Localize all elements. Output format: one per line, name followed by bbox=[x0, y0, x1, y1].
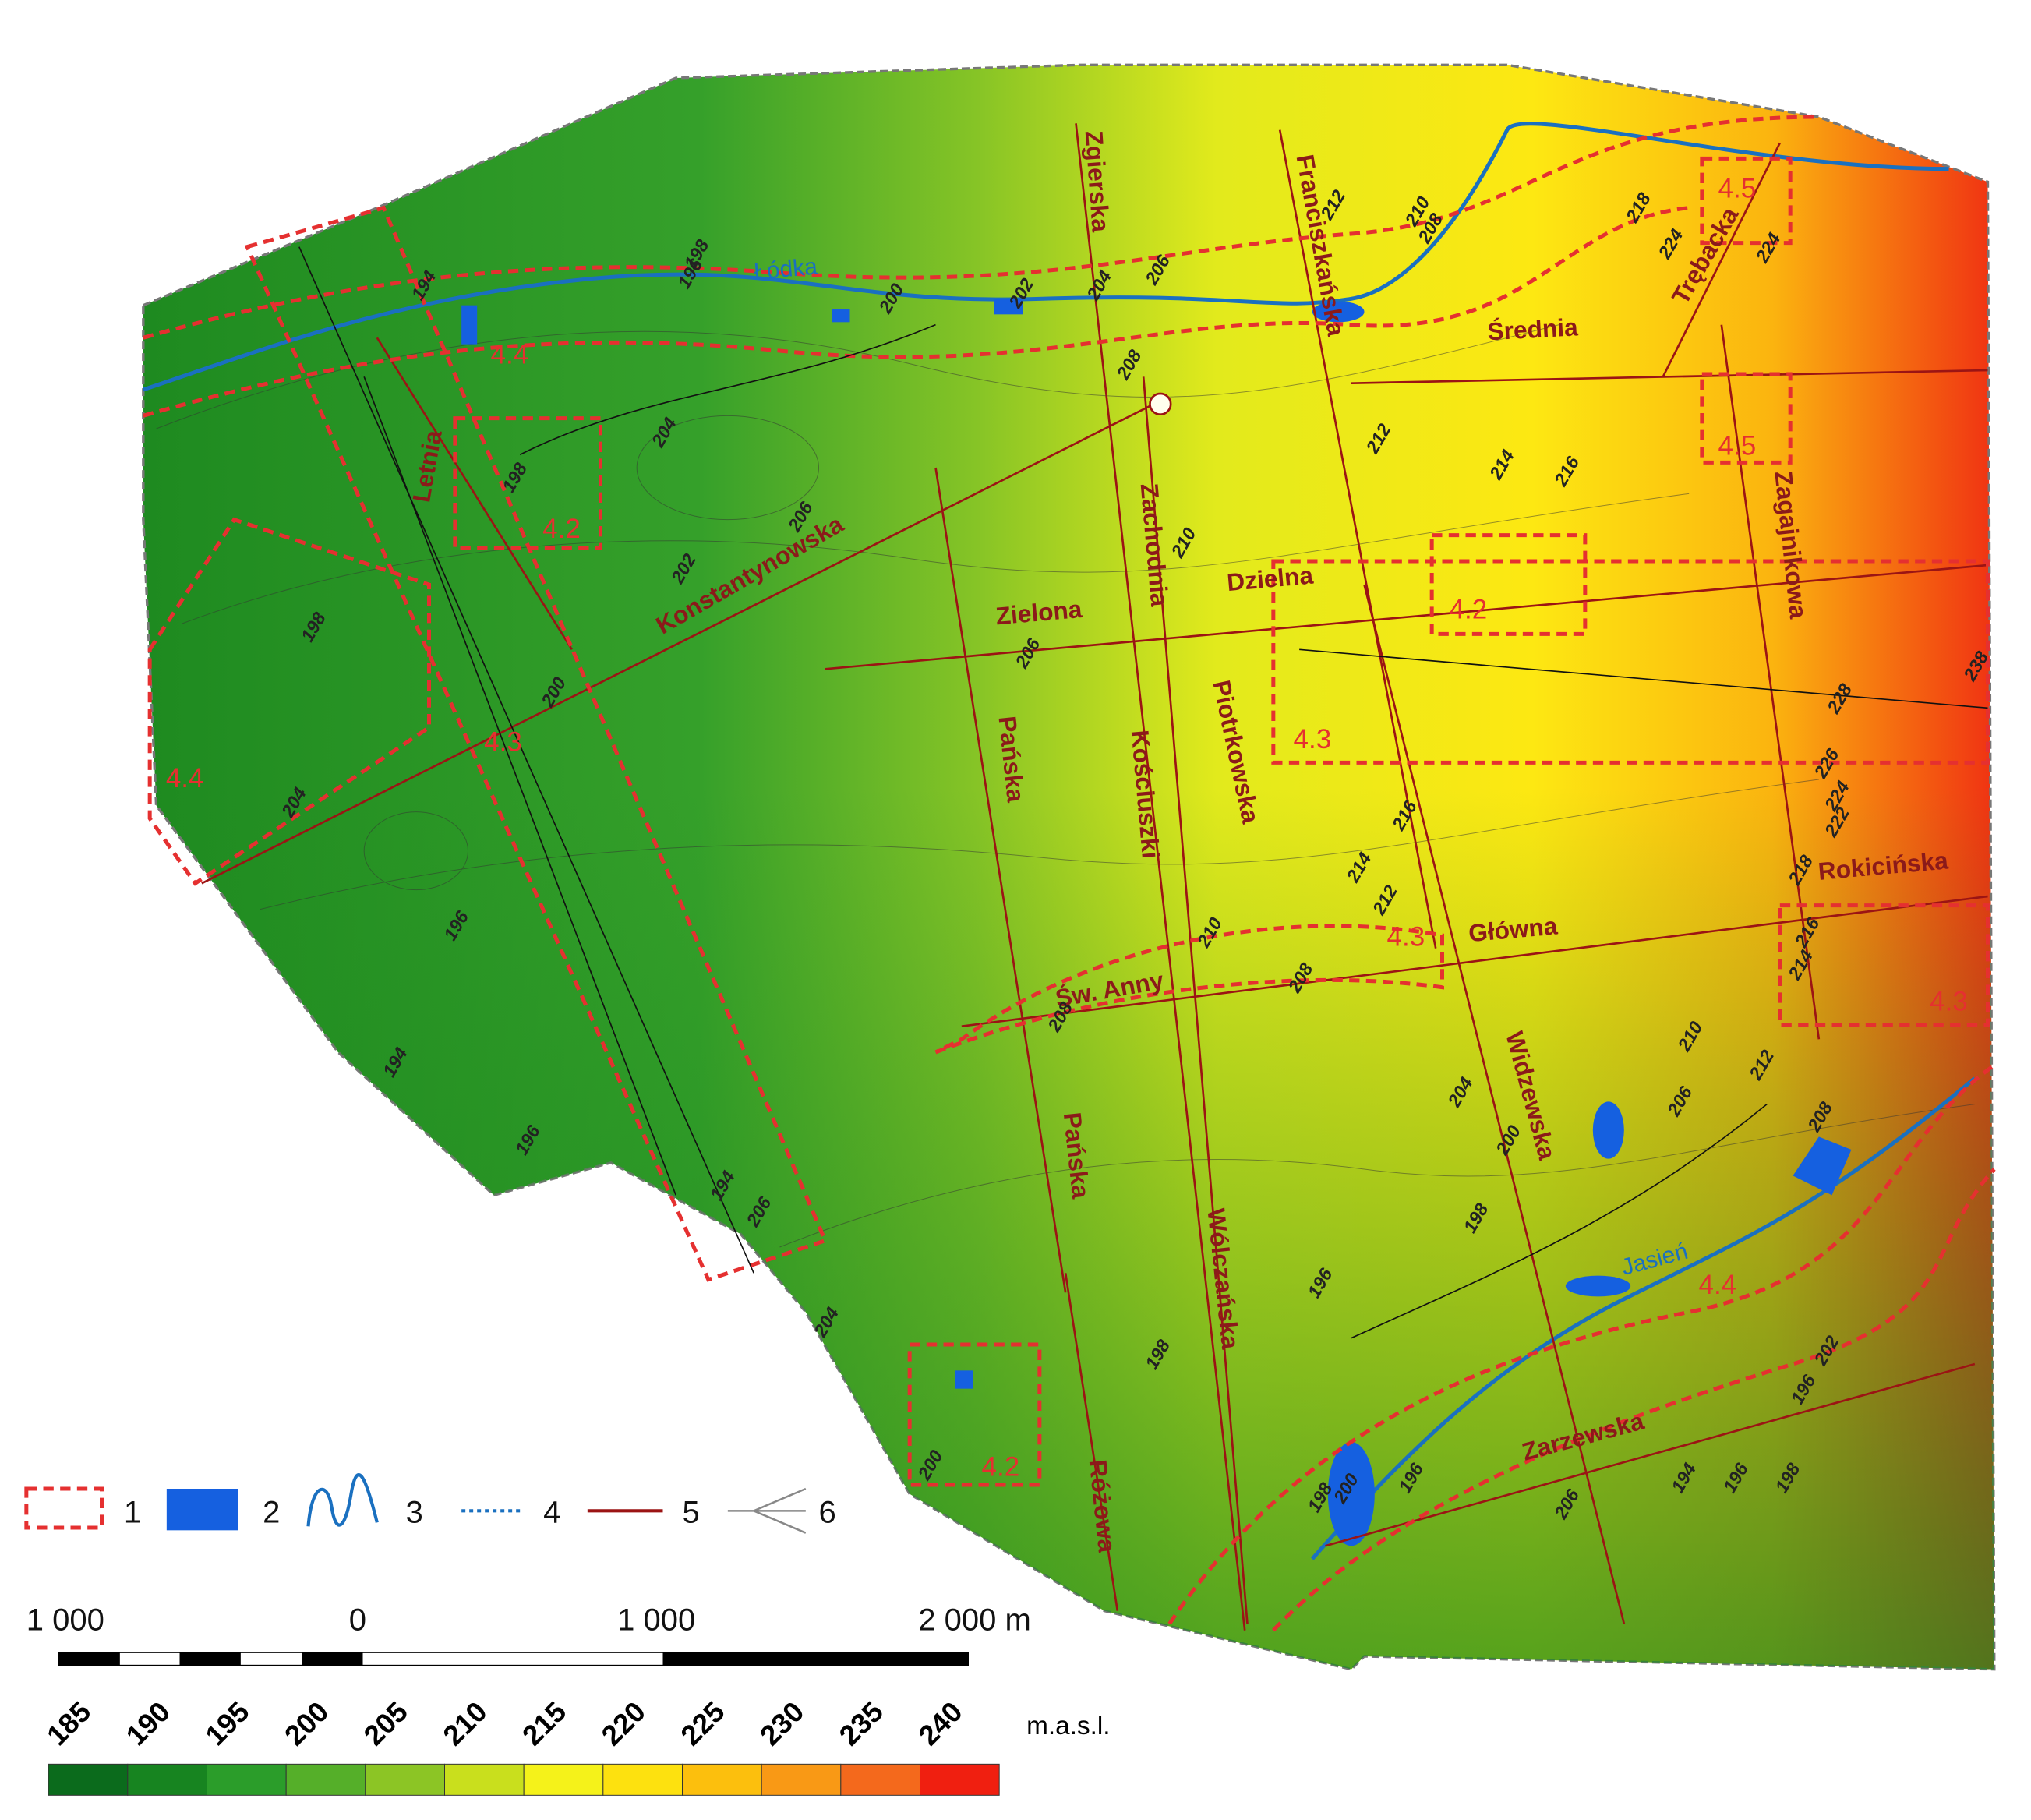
elevation-swatch bbox=[285, 1763, 366, 1796]
zones bbox=[143, 115, 1996, 1632]
elevation-swatch bbox=[207, 1763, 287, 1796]
zone-label: 4.3 bbox=[1294, 724, 1332, 755]
legend-label: 4 bbox=[543, 1495, 560, 1529]
legend-label: 2 bbox=[263, 1495, 280, 1529]
legend-label: 5 bbox=[683, 1495, 700, 1529]
zone-label: 4.2 bbox=[542, 514, 581, 544]
river-label: Łódka bbox=[753, 254, 819, 285]
zone-label: 4.4 bbox=[166, 763, 204, 793]
zone-label: 4.3 bbox=[1930, 987, 1968, 1017]
railways bbox=[298, 246, 1988, 1339]
legend-label: 1 bbox=[124, 1495, 141, 1529]
elevation-label: 205 bbox=[358, 1695, 414, 1751]
zone-label: 4.4 bbox=[491, 340, 529, 370]
scale-label: 2 000 m bbox=[918, 1603, 1031, 1638]
elevation-swatch bbox=[365, 1763, 445, 1796]
elevation-swatch bbox=[127, 1763, 207, 1796]
zone-label: 4.5 bbox=[1718, 173, 1757, 203]
elevation-label: 215 bbox=[516, 1695, 572, 1751]
zone-label: 4.3 bbox=[484, 726, 522, 757]
elevation-label: 230 bbox=[754, 1695, 810, 1751]
scale-label: 1 000 bbox=[617, 1603, 695, 1638]
scale-label: 1 000 bbox=[26, 1603, 104, 1638]
elevation-swatch bbox=[681, 1763, 762, 1796]
elevation-label: 225 bbox=[674, 1695, 730, 1751]
streets bbox=[201, 123, 1988, 1631]
legend bbox=[24, 1473, 969, 1666]
elevation-label: 200 bbox=[278, 1695, 334, 1751]
zone-label: 4.2 bbox=[1450, 594, 1488, 624]
elevation-swatch bbox=[920, 1763, 1000, 1796]
elevation-label: 185 bbox=[41, 1695, 97, 1751]
zone-label: 4.4 bbox=[1699, 1270, 1737, 1300]
elevation-label: 190 bbox=[120, 1695, 176, 1751]
elevation-unit: m.a.s.l. bbox=[1026, 1712, 1110, 1740]
elevation-swatch bbox=[443, 1763, 525, 1796]
legend-label: 6 bbox=[819, 1495, 836, 1529]
street-label: Zgierska bbox=[1080, 129, 1115, 233]
elevation-swatch bbox=[523, 1763, 604, 1796]
elevation-swatch bbox=[48, 1763, 129, 1796]
zone-label: 4.5 bbox=[1718, 430, 1757, 461]
elevation-label: 235 bbox=[833, 1695, 889, 1751]
zone-label: 4.2 bbox=[982, 1451, 1020, 1482]
zone-label: 4.3 bbox=[1387, 921, 1425, 952]
elevation-label: 195 bbox=[199, 1695, 255, 1751]
elevation-label: 210 bbox=[436, 1695, 493, 1751]
scale-label: 0 bbox=[349, 1603, 366, 1638]
elevation-swatch bbox=[602, 1763, 683, 1796]
elevation-label: 240 bbox=[912, 1695, 968, 1751]
street-label: Średnia bbox=[1487, 313, 1579, 345]
elevation-swatch bbox=[761, 1763, 842, 1796]
elevation-swatch bbox=[840, 1763, 920, 1796]
legend-label: 3 bbox=[406, 1495, 423, 1529]
terrain bbox=[142, 63, 1996, 1671]
elevation-label: 220 bbox=[595, 1695, 652, 1751]
